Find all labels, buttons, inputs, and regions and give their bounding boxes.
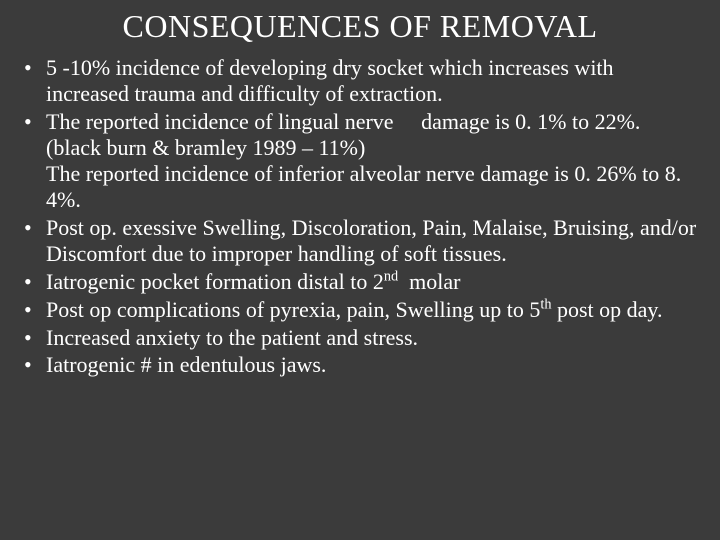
list-item: Increased anxiety to the patient and str… [22, 325, 698, 351]
ordinal-sup: nd [384, 268, 398, 284]
bullet-text: 5 -10% incidence of developing dry socke… [46, 55, 614, 106]
bullet-continuation: The reported incidence of inferior alveo… [46, 161, 698, 213]
bullet-text: The reported incidence of lingual nerve … [46, 109, 640, 160]
bullet-text: Iatrogenic # in edentulous jaws. [46, 352, 326, 377]
list-item: Iatrogenic pocket formation distal to 2n… [22, 269, 698, 295]
bullet-text: Post op. exessive Swelling, Discoloratio… [46, 215, 696, 266]
list-item: 5 -10% incidence of developing dry socke… [22, 55, 698, 107]
list-item: Post op complications of pyrexia, pain, … [22, 297, 698, 323]
bullet-text-post: post op day. [551, 297, 662, 322]
list-item: Post op. exessive Swelling, Discoloratio… [22, 215, 698, 267]
bullet-text-pre: Post op complications of pyrexia, pain, … [46, 297, 540, 322]
bullet-text-post: molar [398, 269, 460, 294]
bullet-list: 5 -10% incidence of developing dry socke… [22, 55, 698, 378]
bullet-text: Increased anxiety to the patient and str… [46, 325, 418, 350]
list-item: The reported incidence of lingual nerve … [22, 109, 698, 213]
bullet-text-pre: Iatrogenic pocket formation distal to 2 [46, 269, 384, 294]
slide-title: CONSEQUENCES OF REMOVAL [22, 8, 698, 45]
list-item: Iatrogenic # in edentulous jaws. [22, 352, 698, 378]
ordinal-sup: th [540, 296, 551, 312]
